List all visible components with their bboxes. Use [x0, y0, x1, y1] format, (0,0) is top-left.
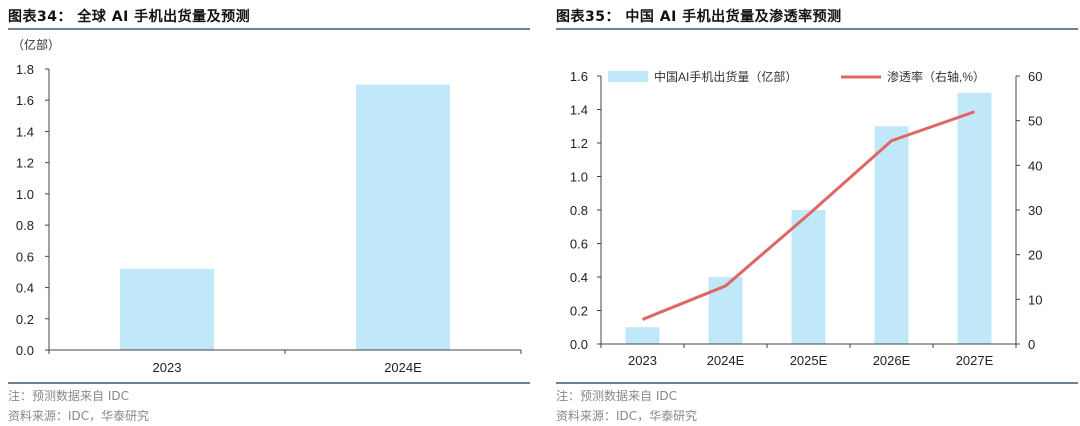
source-text: 资料来源：IDC，华泰研究: [8, 409, 150, 423]
y-tick-label: 1.4: [570, 103, 588, 118]
y-tick-label: 0.6: [570, 237, 588, 252]
y-tick-label: 1.8: [16, 62, 34, 77]
y-tick-label: 1.6: [570, 69, 588, 84]
x-tick-label: 2026E: [873, 353, 911, 368]
y2-tick-label: 10: [1028, 292, 1042, 307]
global-shipments-chart: 2023 2024E 0.0 0.2 0.4 0.6 0.8 1.0 1.2 1.4 1.6 1.8: [16, 62, 522, 375]
bar: [708, 277, 743, 344]
x-tick-label: 2024E: [707, 353, 745, 368]
y-tick-label: 1.2: [16, 156, 34, 171]
figure-title: 图表34： 全球 AI 手机出货量及预测: [8, 9, 251, 25]
note-text: 注：预测数据来自 IDC: [8, 389, 129, 403]
legend-bar-label: 中国AI手机出货量（亿部）: [654, 69, 797, 84]
figure-title: 图表35： 中国 AI 手机出货量及渗透率预测: [556, 9, 842, 25]
x-tick-label: 2025E: [790, 353, 828, 368]
bar: [791, 210, 826, 344]
bar: [957, 92, 992, 344]
footer-rule: [556, 382, 1078, 384]
bar: [625, 327, 660, 344]
y-tick-label: 0.2: [16, 312, 34, 327]
y-tick-label: 1.0: [16, 187, 34, 202]
y2-tick-label: 50: [1028, 114, 1042, 129]
x-tick-label: 2023: [628, 353, 657, 368]
y-tick-label: 0.2: [570, 304, 588, 319]
y2-tick-label: 20: [1028, 248, 1042, 263]
china-shipments-penetration-chart: 2023 2024E 2025E 2026E 2027E 0.0 0.2 0.4 0.6 0.8 1…: [570, 69, 1043, 368]
x-tick-label: 2023: [153, 360, 182, 375]
y-tick-label: 0.6: [16, 249, 34, 264]
y-tick-label: 1.6: [16, 93, 34, 108]
footer-rule: [8, 382, 530, 384]
title-rule: [8, 28, 530, 30]
y2-tick-label: 40: [1028, 158, 1042, 173]
y-tick-label: 1.2: [570, 136, 588, 151]
figure-34: 图表34： 全球 AI 手机出货量及预测 （亿部） 2023 2024E 0.0 0.…: [0, 0, 530, 426]
y-tick-label: 1.4: [16, 124, 34, 139]
penetration-line: [641, 110, 975, 321]
legend-bar-swatch: [608, 71, 648, 82]
bar: [120, 268, 214, 350]
y-tick-label: 0.8: [16, 218, 34, 233]
note-text: 注：预测数据来自 IDC: [556, 389, 677, 403]
y-tick-label: 0.0: [16, 343, 34, 358]
y-tick-label: 1.0: [570, 170, 588, 185]
y-tick-label: 0.4: [570, 270, 588, 285]
y-tick-label: 0.4: [16, 281, 34, 296]
y2-tick-label: 60: [1028, 69, 1042, 84]
y-axis-unit: （亿部）: [12, 38, 61, 52]
bar: [356, 84, 450, 350]
x-tick-label: 2024E: [384, 360, 422, 375]
figure-35: 图表35： 中国 AI 手机出货量及渗透率预测 2023 2024E 2025E 20…: [548, 0, 1078, 426]
y2-tick-label: 30: [1028, 203, 1042, 218]
legend-line-label: 渗透率（右轴,%）: [887, 69, 985, 84]
x-tick-label: 2027E: [956, 353, 994, 368]
source-text: 资料来源：IDC，华泰研究: [556, 409, 698, 423]
y2-tick-label: 0: [1028, 337, 1035, 352]
title-rule: [556, 28, 1078, 30]
bar: [874, 126, 909, 344]
y-tick-label: 0.8: [570, 203, 588, 218]
y-tick-label: 0.0: [570, 337, 588, 352]
